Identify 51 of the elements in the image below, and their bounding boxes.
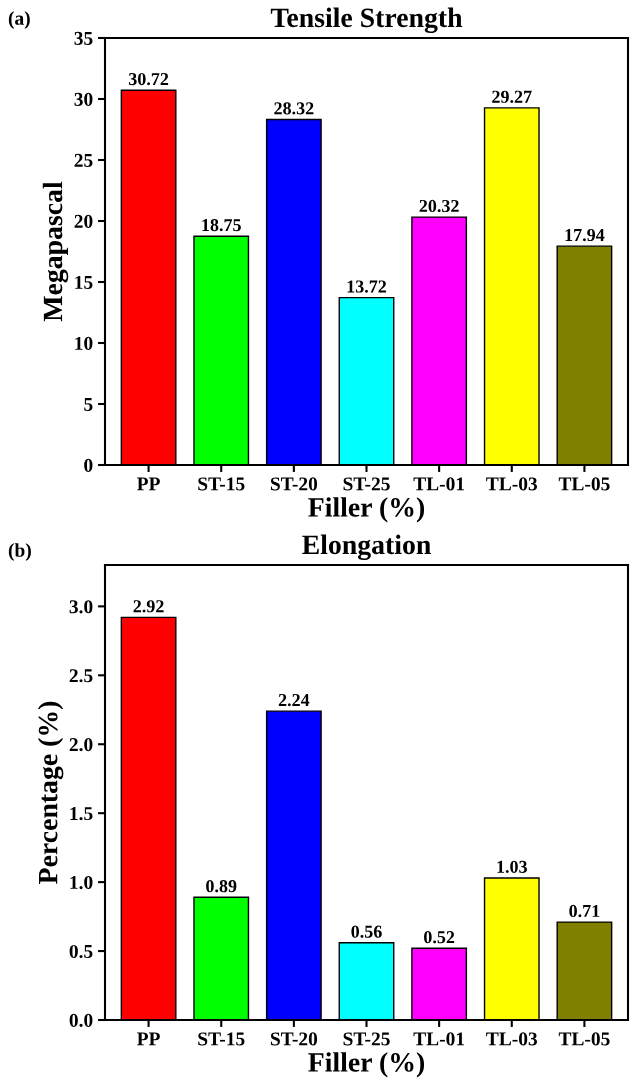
data-label: 29.27 [492,90,532,103]
y-tick-label: 5 [84,398,93,411]
y-tick-label: 0.5 [69,944,93,959]
x-tick-label: ST-15 [198,477,245,491]
x-tick-label: ST-25 [343,1032,390,1046]
data-label: 0.52 [424,931,455,944]
x-tick-label: TL-05 [558,477,610,491]
y-tick-label: 1.5 [70,807,93,821]
data-label: 20.32 [419,199,459,213]
x-tick-label: PP [137,477,160,491]
data-label: 18.75 [202,219,241,232]
x-tick-label: TL-01 [413,477,465,491]
chart-title: Elongation [302,534,431,561]
y-tick-label: 30 [74,92,93,106]
y-tick-label: 10 [75,336,93,350]
data-label: 28.32 [274,102,314,115]
y-tick-label: 1.0 [70,875,93,890]
x-tick-label: ST-15 [198,1032,245,1046]
x-tick-label: ST-20 [270,477,318,491]
data-label: 13.72 [347,280,387,293]
x-tick-label: TL-05 [558,1032,610,1046]
x-tick-label: TL-03 [486,1032,538,1046]
data-label: 0.89 [206,880,237,893]
y-tick-label: 2.5 [69,669,93,683]
x-axis-title: Filler (%) [308,1052,425,1078]
data-label: 0.71 [569,904,600,918]
x-axis-title: Filler (%) [308,497,425,523]
data-label: 2.92 [133,600,164,613]
y-tick-label: 2.0 [69,738,93,752]
x-tick-label: ST-20 [270,1032,318,1046]
x-tick-label: TL-01 [413,1032,465,1046]
y-tick-label: 0 [84,458,93,472]
text: (b) [8,543,31,561]
y-tick-label: 0.0 [69,1013,93,1028]
data-label: 0.56 [351,925,382,938]
y-tick-label: 35 [74,31,93,45]
y-tick-label: 20 [74,214,93,228]
x-tick-label: TL-03 [486,477,538,491]
y-tick-label: 15 [75,275,93,289]
data-label: 2.24 [278,693,310,707]
y-axis-title: Megapascal [42,181,69,322]
y-tick-label: 3.0 [69,600,93,614]
x-tick-label: ST-25 [343,477,390,491]
data-label: 17.94 [565,228,605,242]
data-label: 1.03 [497,860,527,874]
x-tick-label: PP [137,1032,160,1046]
y-axis-title: Percentage (%) [37,701,64,884]
data-label: 30.72 [128,72,169,86]
chart-title: Tensile Strength [270,7,463,34]
y-tick-label: 25 [74,153,93,167]
text: (a) [8,11,30,29]
